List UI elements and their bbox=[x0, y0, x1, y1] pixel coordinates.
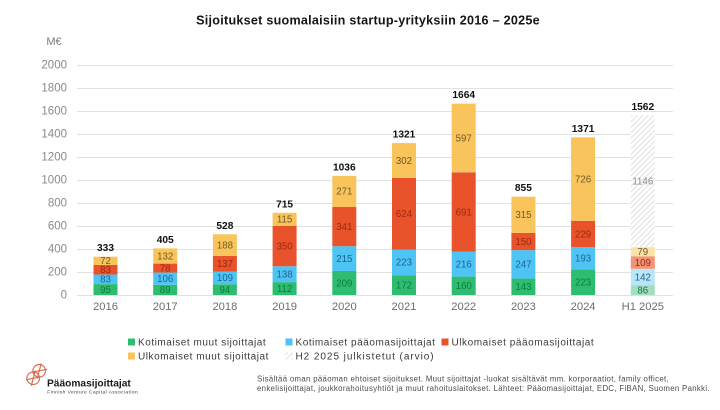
svg-text:83: 83 bbox=[100, 265, 111, 276]
svg-text:715: 715 bbox=[276, 199, 293, 210]
svg-text:112: 112 bbox=[277, 284, 292, 295]
svg-text:726: 726 bbox=[575, 174, 591, 185]
svg-text:405: 405 bbox=[157, 235, 174, 246]
svg-text:1000: 1000 bbox=[41, 175, 67, 187]
svg-text:2024: 2024 bbox=[571, 301, 596, 313]
svg-text:M€: M€ bbox=[46, 36, 61, 48]
svg-text:247: 247 bbox=[515, 260, 531, 271]
svg-text:109: 109 bbox=[217, 273, 233, 284]
svg-text:1321: 1321 bbox=[393, 130, 416, 141]
svg-text:2000: 2000 bbox=[41, 60, 67, 72]
svg-text:2022: 2022 bbox=[451, 301, 476, 313]
svg-text:83: 83 bbox=[100, 275, 111, 286]
svg-text:855: 855 bbox=[515, 183, 532, 194]
svg-text:271: 271 bbox=[336, 187, 352, 198]
svg-text:150: 150 bbox=[515, 237, 532, 248]
svg-text:800: 800 bbox=[48, 198, 67, 210]
svg-text:528: 528 bbox=[216, 221, 233, 232]
svg-text:95: 95 bbox=[100, 285, 111, 296]
svg-text:1036: 1036 bbox=[333, 162, 356, 173]
svg-text:2016: 2016 bbox=[93, 301, 118, 313]
svg-text:1200: 1200 bbox=[41, 152, 67, 164]
svg-text:143: 143 bbox=[515, 282, 531, 293]
svg-text:1146: 1146 bbox=[632, 177, 653, 188]
svg-text:400: 400 bbox=[48, 244, 67, 256]
svg-text:Kotimaiset muut sijoittajat: Kotimaiset muut sijoittajat bbox=[138, 338, 266, 349]
svg-text:132: 132 bbox=[157, 251, 173, 262]
svg-text:624: 624 bbox=[396, 209, 413, 220]
svg-text:209: 209 bbox=[336, 278, 352, 289]
svg-text:72: 72 bbox=[100, 256, 111, 267]
svg-text:315: 315 bbox=[515, 210, 531, 221]
svg-text:106: 106 bbox=[157, 274, 173, 285]
svg-text:94: 94 bbox=[220, 285, 231, 296]
svg-text:216: 216 bbox=[456, 259, 472, 270]
svg-text:2017: 2017 bbox=[153, 301, 178, 313]
svg-text:Ulkomaiset pääomasijoittajat: Ulkomaiset pääomasijoittajat bbox=[452, 338, 595, 349]
svg-text:2018: 2018 bbox=[212, 301, 237, 313]
svg-text:2023: 2023 bbox=[511, 301, 536, 313]
svg-text:79: 79 bbox=[637, 247, 648, 258]
svg-text:Kotimaiset pääomasijoittajat: Kotimaiset pääomasijoittajat bbox=[296, 338, 436, 349]
svg-text:78: 78 bbox=[160, 263, 171, 274]
svg-text:341: 341 bbox=[336, 222, 352, 233]
svg-text:223: 223 bbox=[396, 258, 412, 269]
svg-text:200: 200 bbox=[48, 267, 67, 279]
svg-text:215: 215 bbox=[336, 254, 352, 265]
svg-text:Ulkomaiset muut sijoittajat: Ulkomaiset muut sijoittajat bbox=[138, 352, 269, 363]
svg-text:H2 2025 julkistetut (arvio): H2 2025 julkistetut (arvio) bbox=[296, 352, 435, 363]
svg-text:302: 302 bbox=[396, 156, 412, 167]
svg-text:188: 188 bbox=[217, 240, 233, 251]
svg-text:138: 138 bbox=[277, 269, 293, 280]
svg-text:enkelisijoittajat, joukkorahoi: enkelisijoittajat, joukkorahoitusyhtiöt … bbox=[257, 384, 710, 393]
svg-text:2020: 2020 bbox=[332, 301, 357, 313]
svg-text:89: 89 bbox=[160, 285, 171, 296]
svg-text:160: 160 bbox=[456, 281, 473, 292]
svg-text:142: 142 bbox=[635, 272, 651, 283]
svg-text:Sisältää oman pääoman ehtoiset: Sisältää oman pääoman ehtoiset sijoituks… bbox=[257, 375, 669, 384]
svg-text:600: 600 bbox=[48, 221, 67, 233]
svg-text:0: 0 bbox=[61, 290, 67, 302]
svg-text:1600: 1600 bbox=[41, 106, 67, 118]
svg-text:172: 172 bbox=[396, 280, 412, 291]
svg-text:1371: 1371 bbox=[572, 124, 595, 135]
svg-text:1562: 1562 bbox=[631, 102, 654, 113]
svg-text:691: 691 bbox=[456, 207, 472, 218]
svg-text:Sijoitukset suomalaisiin start: Sijoitukset suomalaisiin startup-yrityks… bbox=[196, 14, 540, 28]
svg-text:H1 2025: H1 2025 bbox=[622, 301, 664, 313]
svg-text:137: 137 bbox=[217, 259, 233, 270]
svg-text:229: 229 bbox=[575, 229, 591, 240]
svg-text:Finnish Venture Capital Associ: Finnish Venture Capital Association bbox=[47, 390, 138, 396]
svg-text:1400: 1400 bbox=[41, 129, 67, 141]
svg-text:86: 86 bbox=[637, 285, 648, 296]
svg-text:109: 109 bbox=[635, 258, 651, 269]
svg-text:Pääomasijoittajat: Pääomasijoittajat bbox=[47, 379, 131, 390]
svg-text:1664: 1664 bbox=[452, 90, 475, 101]
svg-text:333: 333 bbox=[97, 243, 114, 254]
svg-text:193: 193 bbox=[575, 254, 591, 265]
svg-text:1800: 1800 bbox=[41, 83, 67, 95]
svg-text:2019: 2019 bbox=[272, 301, 297, 313]
svg-text:597: 597 bbox=[456, 133, 472, 144]
svg-text:223: 223 bbox=[575, 277, 591, 288]
svg-text:350: 350 bbox=[277, 241, 294, 252]
svg-text:115: 115 bbox=[277, 215, 292, 226]
svg-text:2021: 2021 bbox=[392, 301, 417, 313]
